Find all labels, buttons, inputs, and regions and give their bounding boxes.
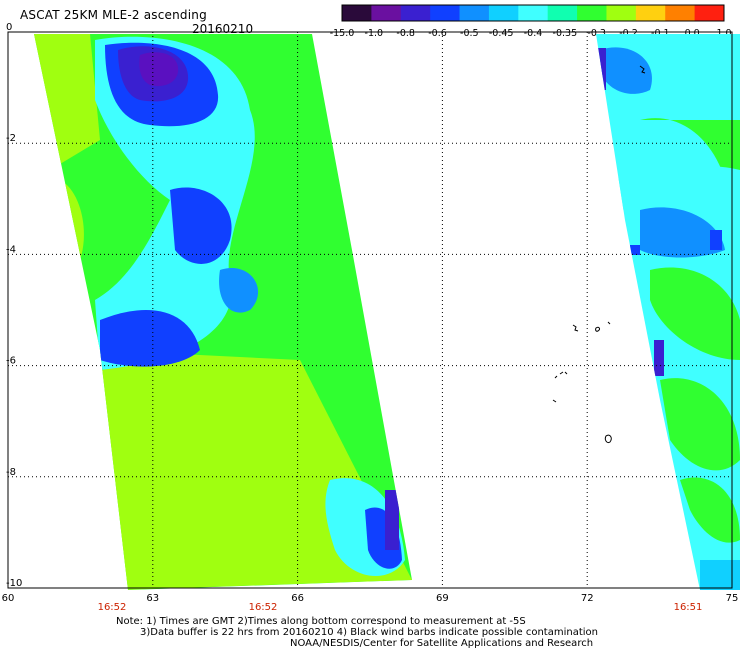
longitude-labels: 60 63 66 69 72 75 (2, 593, 739, 604)
colorbar-label: 1.0 (716, 28, 731, 39)
right-swath (596, 34, 740, 590)
colorbar-swatch (459, 5, 490, 21)
longitude-label: 69 (436, 593, 449, 604)
colorbar-swatch (577, 5, 607, 21)
colorbar-label: -0.1 (651, 28, 670, 39)
swath-time-label: 16:51 (674, 602, 703, 613)
land-outlines (552, 65, 646, 443)
colorbar-swatch (635, 5, 666, 21)
colorbar-swatch (400, 5, 431, 21)
colorbar-label: -0.8 (396, 28, 415, 39)
colorbar-label: -0.5 (460, 28, 479, 39)
colorbar-swatch (371, 5, 402, 21)
colorbar-swatch (342, 5, 372, 21)
colorbar-label: -0.45 (489, 28, 514, 39)
map-frame (7, 31, 733, 589)
colorbar-swatch (430, 5, 461, 21)
colorbar-label: -0.4 (524, 28, 543, 39)
latitude-label: -4 (6, 244, 16, 255)
colorbar-swatch (606, 5, 637, 21)
colorbar-legend: -15.0 -1.0 -0.8 -0.6 -0.5 -0.45 -0.4 -0.35 -0.3 -… (330, 4, 732, 39)
colorbar-swatch (665, 5, 696, 21)
colorbar-swatch (547, 5, 578, 21)
colorbar-swatch (694, 5, 725, 21)
latitude-label: -8 (6, 467, 16, 478)
latitude-label: -6 (6, 356, 16, 367)
colorbar-label: -0.2 (619, 28, 638, 39)
longitude-label: 75 (726, 593, 739, 604)
latitude-label: -10 (6, 578, 22, 589)
colorbar-label: 0.0 (685, 28, 700, 39)
colorbar-swatch (518, 5, 549, 21)
map-title: ASCAT 25KM MLE-2 ascending (20, 8, 207, 22)
swath-time-label: 16:52 (98, 602, 127, 613)
graticule (8, 32, 732, 588)
colorbar-label: -0.35 (553, 28, 578, 39)
latitude-label: 0 (6, 22, 12, 33)
longitude-label: 72 (581, 593, 594, 604)
longitude-label: 63 (146, 593, 159, 604)
swath-time-label: 16:52 (249, 602, 278, 613)
time-labels: 16:52 16:52 16:51 (98, 602, 703, 613)
note-line-3: NOAA/NESDIS/Center for Satellite Applica… (290, 638, 594, 649)
colorbar-label: -15.0 (330, 28, 355, 39)
longitude-label: 60 (2, 593, 15, 604)
latitude-labels: 0 -2 -4 -6 -8 -10 (6, 22, 22, 589)
colorbar-border (341, 4, 725, 22)
note-line-1: Note: 1) Times are GMT 2)Times along bot… (116, 616, 526, 627)
note-line-2: 3)Data buffer is 22 hrs from 20160210 4)… (140, 627, 598, 638)
colorbar-label: -0.6 (428, 28, 447, 39)
colorbar-label: -0.3 (587, 28, 606, 39)
longitude-label: 66 (291, 593, 304, 604)
left-swath (34, 34, 412, 590)
colorbar-label: -1.0 (365, 28, 384, 39)
latitude-label: -2 (6, 133, 16, 144)
colorbar-swatch (488, 5, 519, 21)
